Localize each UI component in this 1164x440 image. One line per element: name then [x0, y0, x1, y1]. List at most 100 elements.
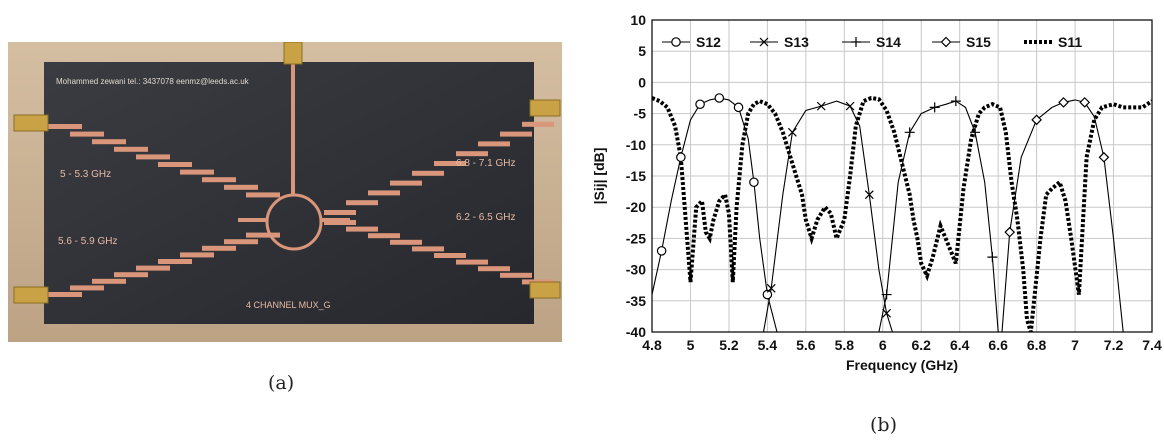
legend-label-s12: S12 — [696, 34, 721, 50]
data-point-s12 — [714, 93, 725, 103]
legend-marker-s14 — [851, 37, 861, 47]
data-point-s14 — [950, 96, 961, 107]
connector-top-right — [529, 99, 561, 117]
filter-section — [434, 253, 466, 258]
x-tick-label: 5.6 — [796, 337, 816, 353]
legend-marker-s12 — [671, 37, 681, 47]
x-tick-label: 5 — [687, 337, 695, 353]
filter-section — [180, 169, 214, 175]
legend-label-s13: S13 — [784, 34, 809, 50]
axis-layer: 4.8 5 5.2 5.4 5.6 5.8 6 6.2 6.4 6.6 6.8 7 7.2 7.4 10 5 0… — [591, 12, 1162, 373]
x-tick-label: 5.4 — [758, 337, 778, 353]
data-point-s12 — [695, 99, 705, 110]
filter-section — [70, 131, 104, 137]
data-point-s15 — [1098, 151, 1110, 163]
data-point-s14 — [904, 127, 915, 138]
filter-section — [390, 239, 422, 245]
filter-section — [224, 184, 258, 190]
data-point-s15 — [1079, 97, 1091, 108]
filter-section — [478, 266, 510, 272]
filter-section — [346, 226, 378, 232]
connector-bottom-right — [529, 281, 561, 299]
filter-section — [500, 272, 532, 278]
board-label-bottom-left: 5.6 - 5.9 GHz — [58, 236, 117, 247]
filter-section — [324, 210, 356, 215]
caption-a: (a) — [268, 372, 295, 394]
filter-section — [434, 161, 466, 166]
data-point-s14 — [987, 252, 998, 263]
filter-section — [136, 265, 170, 271]
data-point-s13 — [882, 308, 892, 318]
filter-section — [114, 146, 148, 152]
filter-section — [202, 245, 236, 251]
data-point-s12 — [656, 246, 667, 256]
filter-section — [246, 232, 280, 238]
connector-top-left — [13, 114, 49, 132]
filter-section — [70, 285, 104, 291]
y-axis-label: |Sij| [dB] — [591, 148, 607, 205]
data-point-s13 — [864, 190, 874, 200]
multiplexer-photo: Mohammed zewani tel.: 3437078 eenmz@leed… — [8, 42, 562, 342]
legend: S12 S13 S14 S15 S11 — [662, 34, 1082, 50]
filter-section — [500, 131, 532, 137]
legend-label-s14: S14 — [876, 34, 901, 50]
filter-section — [246, 192, 280, 198]
data-point-s14 — [929, 102, 940, 113]
x-tick-label: 4.8 — [642, 337, 662, 353]
legend-label-s11: S11 — [1058, 34, 1082, 50]
filter-section — [136, 154, 170, 160]
y-tick-label: 5 — [638, 43, 646, 59]
caption-b: (b) — [870, 414, 897, 436]
board-label-top-right: 6.8 - 7.1 GHz — [456, 158, 515, 169]
filter-section — [224, 239, 258, 245]
filter-section — [522, 121, 554, 127]
legend-marker-s15 — [940, 36, 952, 48]
copper-traces — [48, 64, 554, 297]
ring-arm — [238, 218, 268, 222]
series-line-s11 — [652, 95, 1152, 332]
filter-section — [346, 200, 378, 206]
pcb-board — [44, 62, 534, 324]
x-tick-label: 6.2 — [911, 337, 931, 353]
legend-label-s15: S15 — [966, 34, 991, 50]
plot-frame — [651, 19, 1153, 333]
y-tick-label: 0 — [638, 74, 646, 90]
filter-section — [48, 292, 82, 297]
series-line-s14 — [878, 100, 999, 332]
data-point-s12 — [762, 289, 773, 300]
filter-section — [158, 259, 192, 264]
data-point-s15 — [1058, 97, 1069, 108]
x-tick-label: 7 — [1071, 337, 1079, 353]
y-tick-label: -35 — [626, 293, 646, 309]
x-tick-label: 6.4 — [950, 337, 970, 353]
data-point-s14 — [881, 289, 892, 300]
x-tick-label: 6 — [879, 337, 887, 353]
data-point-s12 — [676, 152, 686, 163]
ring-arm — [320, 218, 350, 222]
filter-section — [390, 180, 422, 186]
filter-section — [180, 252, 214, 258]
y-tick-label: 10 — [630, 12, 646, 28]
filter-section — [202, 177, 236, 183]
feed-line — [291, 64, 295, 196]
filter-section — [412, 170, 444, 176]
series-layer — [652, 95, 1152, 332]
data-point-s13 — [816, 101, 826, 111]
filter-section — [412, 246, 444, 252]
filter-section — [368, 233, 400, 239]
filter-section — [92, 139, 126, 145]
filter-section — [114, 272, 148, 278]
connector-bottom-left — [13, 286, 49, 304]
y-tick-label: -40 — [626, 324, 646, 340]
filter-section — [324, 220, 356, 225]
board-footer-text: 4 CHANNEL MUX_G — [246, 300, 331, 310]
series-line-s13 — [762, 100, 893, 332]
data-point-s14 — [970, 127, 981, 138]
x-axis-label: Frequency (GHz) — [846, 357, 958, 373]
board-header-text: Mohammed zewani tel.: 3437078 eenmz@leed… — [56, 77, 250, 86]
filter-section — [92, 278, 126, 284]
filter-section — [456, 151, 488, 157]
connector-top — [283, 42, 303, 65]
marker-layer — [656, 93, 1110, 318]
data-point-s12 — [733, 102, 744, 113]
